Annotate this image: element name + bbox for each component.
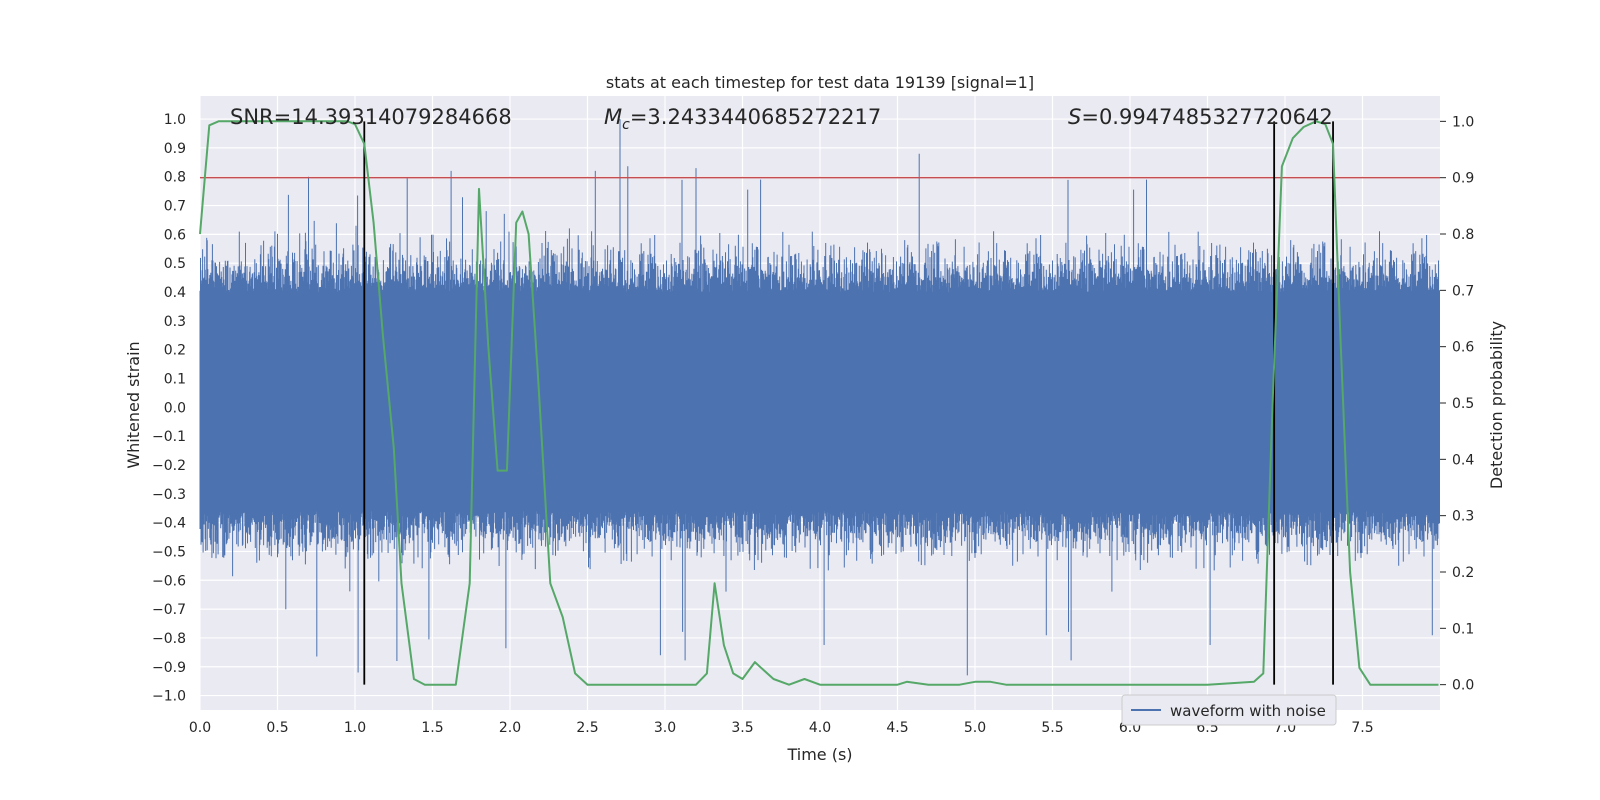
probability-line (199, 120, 1439, 686)
y-axis-label: Whitened strain (124, 341, 143, 468)
y-tick-label: −0.6 (152, 573, 186, 589)
x-tick-label: 2.5 (576, 720, 598, 736)
y2-tick-label: 0.0 (1452, 678, 1474, 694)
mc-value: =3.2433440685272217 (630, 105, 881, 129)
waveform-line (199, 119, 1440, 676)
s-value: =0.9947485327720642 (1081, 105, 1332, 129)
s-annotation: S=0.9947485327720642 (1068, 105, 1333, 129)
legend-box (1121, 694, 1337, 726)
y2-tick-label: 0.1 (1452, 621, 1474, 637)
x-tick-label: 0.0 (189, 720, 211, 736)
y2-tick-label: 0.5 (1452, 396, 1474, 412)
x-tick-label: 1.0 (344, 720, 366, 736)
x-tick-label: 0.5 (266, 720, 288, 736)
vertical-lines (363, 121, 1334, 685)
x-tick-label: 3.0 (654, 720, 676, 736)
y2-axis-label: Detection probability (1487, 321, 1506, 489)
y-tick-label: −0.1 (152, 429, 186, 445)
y-tick-label: 0.7 (164, 199, 186, 215)
chart-title: stats at each timestep for test data 191… (606, 73, 1034, 92)
chirp-mass-annotation: Mc=3.2433440685272217 (604, 105, 881, 133)
y-tick-label: −0.5 (152, 544, 186, 560)
legend-label: waveform with noise (1170, 702, 1326, 720)
waveform-series (199, 119, 1440, 676)
y-tick-label: 0.8 (164, 170, 186, 186)
y-tick-label: 0.3 (164, 314, 186, 330)
x-tick-label: 7.5 (1351, 720, 1373, 736)
y-tick-label: 0.1 (164, 371, 186, 387)
y-tick-label: −0.9 (152, 660, 186, 676)
y-tick-label: −0.3 (152, 487, 186, 503)
snr-annotation: SNR=14.39314079284668 (230, 105, 512, 129)
y2-tick-label: 0.8 (1452, 227, 1474, 243)
mc-subscript: c (622, 117, 630, 133)
y-tick-label: 0.5 (164, 256, 186, 272)
y2-tick-label: 0.2 (1452, 565, 1474, 581)
x-tick-label: 5.0 (964, 720, 986, 736)
y-tick-label: 0.4 (164, 285, 186, 301)
y2-tick-label: 0.6 (1452, 340, 1474, 356)
y-tick-label: −0.4 (152, 516, 186, 532)
y-tick-label: 1.0 (164, 112, 186, 128)
mc-symbol: M (604, 105, 622, 129)
y2-tick-label: 0.3 (1452, 509, 1474, 525)
legend: waveform with noise (1121, 694, 1337, 726)
x-tick-label: 4.0 (809, 720, 831, 736)
x-tick-label: 3.5 (731, 720, 753, 736)
x-tick-label: 2.0 (499, 720, 521, 736)
y-tick-label: −0.2 (152, 458, 186, 474)
y-tick-label: 0.2 (164, 343, 186, 359)
y-tick-label: −1.0 (152, 689, 186, 705)
y-tick-label: 0.6 (164, 227, 186, 243)
y-tick-label: −0.8 (152, 631, 186, 647)
y-tick-label: 0.9 (164, 141, 186, 157)
x-tick-label: 1.5 (421, 720, 443, 736)
y2-tick-label: 0.4 (1452, 452, 1474, 468)
y-tick-label: −0.7 (152, 602, 186, 618)
x-tick-label: 5.5 (1041, 720, 1063, 736)
x-tick-label: 4.5 (886, 720, 908, 736)
tick-labels: 0.0 0.5 1.0 1.5 2.0 2.5 3.0 3.5 4.0 4.5 5.0 5.5 6.0 6… (152, 112, 1474, 736)
probability-series (199, 120, 1439, 686)
y2-tick-label: 0.7 (1452, 283, 1474, 299)
s-symbol: S (1068, 105, 1081, 129)
x-axis-label: Time (s) (786, 745, 852, 764)
y2-tick-label: 0.9 (1452, 171, 1474, 187)
y2-tick-label: 1.0 (1452, 114, 1474, 130)
y-tick-label: 0.0 (164, 400, 186, 416)
